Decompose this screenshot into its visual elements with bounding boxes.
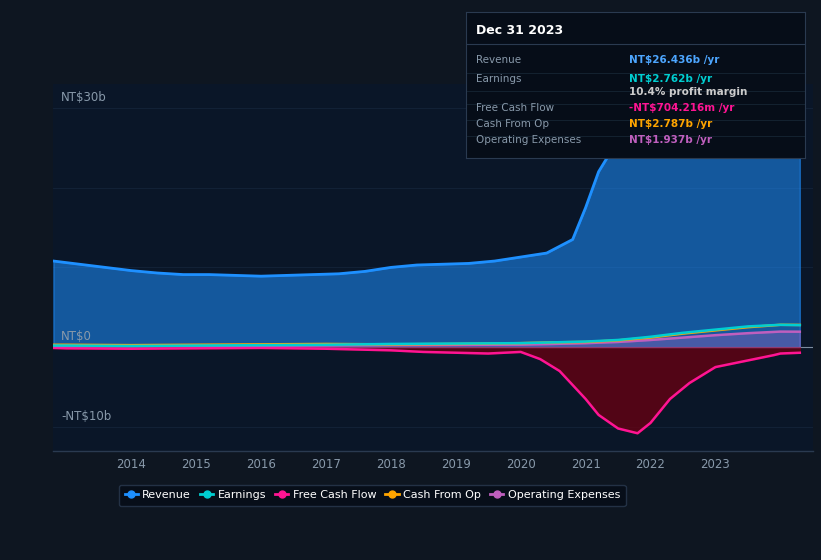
- Text: NT$2.787b /yr: NT$2.787b /yr: [629, 119, 712, 129]
- Text: -NT$704.216m /yr: -NT$704.216m /yr: [629, 102, 734, 113]
- Text: NT$30b: NT$30b: [61, 91, 107, 104]
- Legend: Revenue, Earnings, Free Cash Flow, Cash From Op, Operating Expenses: Revenue, Earnings, Free Cash Flow, Cash …: [119, 484, 626, 506]
- Text: 10.4% profit margin: 10.4% profit margin: [629, 87, 747, 97]
- Text: NT$2.762b /yr: NT$2.762b /yr: [629, 73, 712, 83]
- Text: Free Cash Flow: Free Cash Flow: [475, 102, 554, 113]
- Text: Dec 31 2023: Dec 31 2023: [475, 24, 563, 37]
- Text: -NT$10b: -NT$10b: [61, 410, 112, 423]
- Text: NT$0: NT$0: [61, 330, 92, 343]
- Text: Earnings: Earnings: [475, 73, 521, 83]
- Text: Operating Expenses: Operating Expenses: [475, 136, 581, 146]
- Text: Revenue: Revenue: [475, 55, 521, 66]
- Text: NT$1.937b /yr: NT$1.937b /yr: [629, 136, 712, 146]
- Text: Cash From Op: Cash From Op: [475, 119, 548, 129]
- Text: NT$26.436b /yr: NT$26.436b /yr: [629, 55, 719, 66]
